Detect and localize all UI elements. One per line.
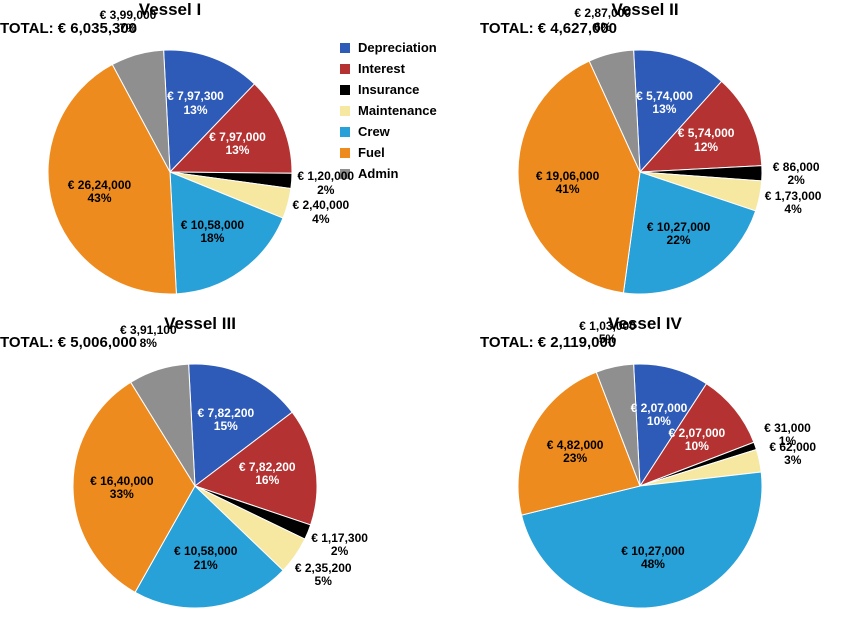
pie bbox=[0, 0, 470, 314]
chart-vessel2: Vessel IITOTAL: € 4,627,000€ 5,74,00013%… bbox=[425, 0, 850, 314]
chart-vessel3: Vessel IIITOTAL: € 5,006,000€ 7,82,20015… bbox=[0, 314, 425, 628]
chart-vessel4: Vessel IVTOTAL: € 2,119,000€ 2,07,00010%… bbox=[425, 314, 850, 628]
pie bbox=[425, 0, 850, 314]
pie bbox=[425, 314, 850, 628]
chart-vessel1: Vessel ITOTAL: € 6,035,300€ 7,97,30013%€… bbox=[0, 0, 470, 314]
pie bbox=[0, 314, 425, 628]
chart-grid: DepreciationInterestInsuranceMaintenance… bbox=[0, 0, 850, 628]
